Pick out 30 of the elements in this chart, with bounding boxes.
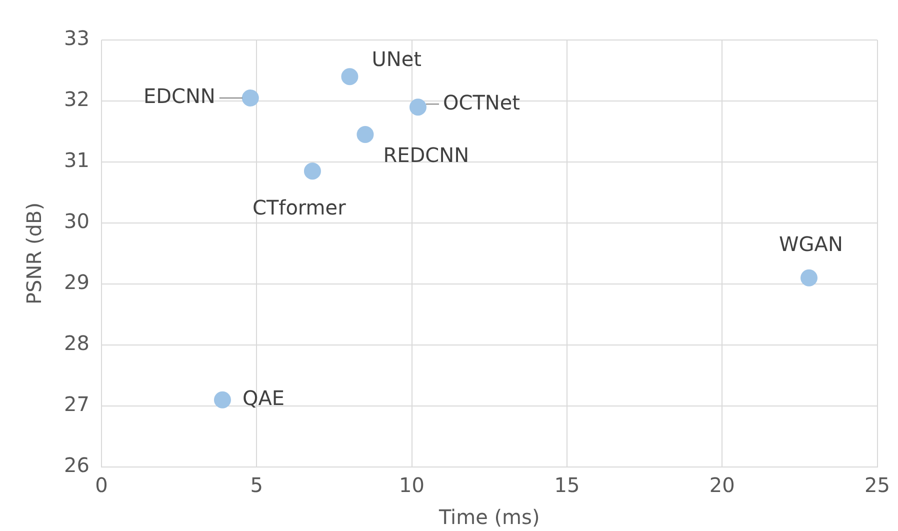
point [242,89,259,106]
point [800,269,818,286]
annotation: REDCNN [383,142,470,167]
y-tick-label: 33 [64,26,90,50]
point [341,68,358,86]
annotation: EDCNN [143,84,216,108]
y-tick-label: 29 [64,270,90,294]
x-tick-label: 15 [554,473,580,498]
annotation: UNet [372,46,422,71]
annotation: QAE [242,386,285,410]
y-axis-title: PSNR (dB) [22,202,46,304]
y-tick-label: 27 [64,392,90,416]
x-tick-label: 10 [399,473,425,498]
x-tick-label: 20 [709,473,735,498]
point [214,391,231,408]
point [356,126,374,144]
x-tick-label: 25 [864,473,890,498]
y-tick-label: 31 [64,148,90,172]
annotation: OCTNet [442,90,520,114]
x-axis-title: Time (ms) [438,505,540,530]
x-tick-label: 5 [250,473,263,498]
y-tick-label: 30 [64,209,90,234]
y-tick-label: 28 [64,331,90,356]
point [409,98,426,116]
point [304,162,321,180]
annotation: CTformer [252,195,347,220]
y-tick-label: 26 [64,453,90,478]
annotation: WGAN [779,232,843,256]
y-tick-label: 32 [64,87,90,112]
x-tick-label: 0 [95,473,108,498]
